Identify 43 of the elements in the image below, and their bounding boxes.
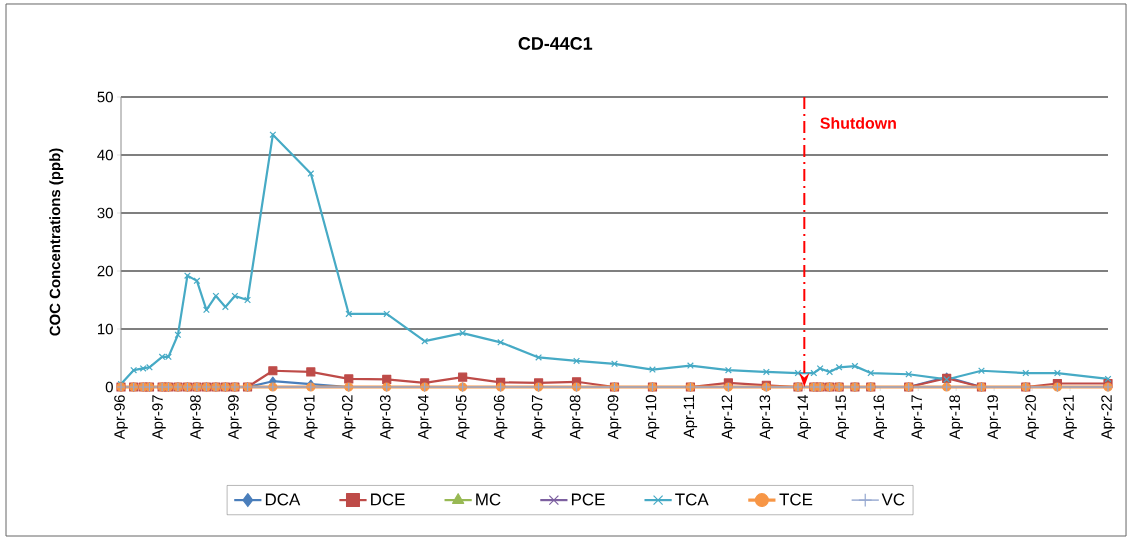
x-tick-label: Apr-17: [911, 395, 925, 440]
x-tick-label: Apr-18: [949, 395, 963, 440]
legend-label: MC: [476, 493, 501, 506]
legend-label: PCE: [571, 493, 605, 506]
x-tick-label: Apr-16: [873, 395, 887, 440]
x-tick-label: Apr-14: [797, 394, 811, 440]
x-tick-label: Apr-01: [304, 395, 318, 440]
chart-title: CD-44C1: [518, 37, 593, 50]
x-tick-label: Apr-99: [228, 395, 242, 440]
x-tick-label: Apr-22: [1101, 395, 1115, 440]
y-axis-title: COC Concentrations (ppb): [49, 148, 64, 336]
y-tick-label: 50: [97, 91, 113, 103]
x-tick-label: Apr-05: [455, 395, 470, 440]
x-tick-label: Apr-07: [531, 395, 546, 440]
x-tick-label: Apr-11: [683, 395, 698, 439]
legend-label: DCE: [371, 493, 405, 506]
x-tick-label: Apr-20: [1025, 395, 1039, 440]
y-tick-label: 30: [97, 207, 113, 219]
legend-label: DCA: [265, 493, 301, 506]
x-tick-label: Apr-13: [759, 395, 774, 440]
x-tick-label: Apr-00: [266, 395, 280, 440]
legend-label: TCA: [675, 493, 709, 506]
y-tick-label: 40: [97, 149, 113, 161]
x-tick-label: Apr-19: [987, 395, 1001, 440]
y-tick-label: 0: [105, 381, 113, 393]
x-tick-label: Apr-12: [721, 395, 736, 440]
x-tick-label: Apr-15: [835, 395, 849, 440]
ref-line-label: Shutdown: [820, 117, 896, 129]
x-tick-label: Apr-06: [493, 395, 508, 440]
legend-label: VC: [881, 493, 905, 506]
x-tick-label: Apr-04: [417, 394, 432, 440]
x-tick-label: Apr-21: [1063, 395, 1077, 440]
y-tick-label: 10: [98, 323, 113, 335]
legend-label: TCE: [779, 493, 813, 506]
x-tick-label: Apr-10: [645, 395, 660, 440]
x-tick-label: Apr-97: [152, 395, 166, 440]
x-tick-label: Apr-96: [114, 395, 128, 440]
x-tick-label: Apr-08: [569, 395, 584, 440]
y-tick-label: 20: [97, 265, 113, 277]
x-tick-label: Apr-02: [342, 395, 356, 440]
x-tick-label: Apr-09: [607, 395, 622, 440]
x-tick-label: Apr-03: [379, 395, 394, 440]
x-tick-label: Apr-98: [190, 395, 204, 440]
